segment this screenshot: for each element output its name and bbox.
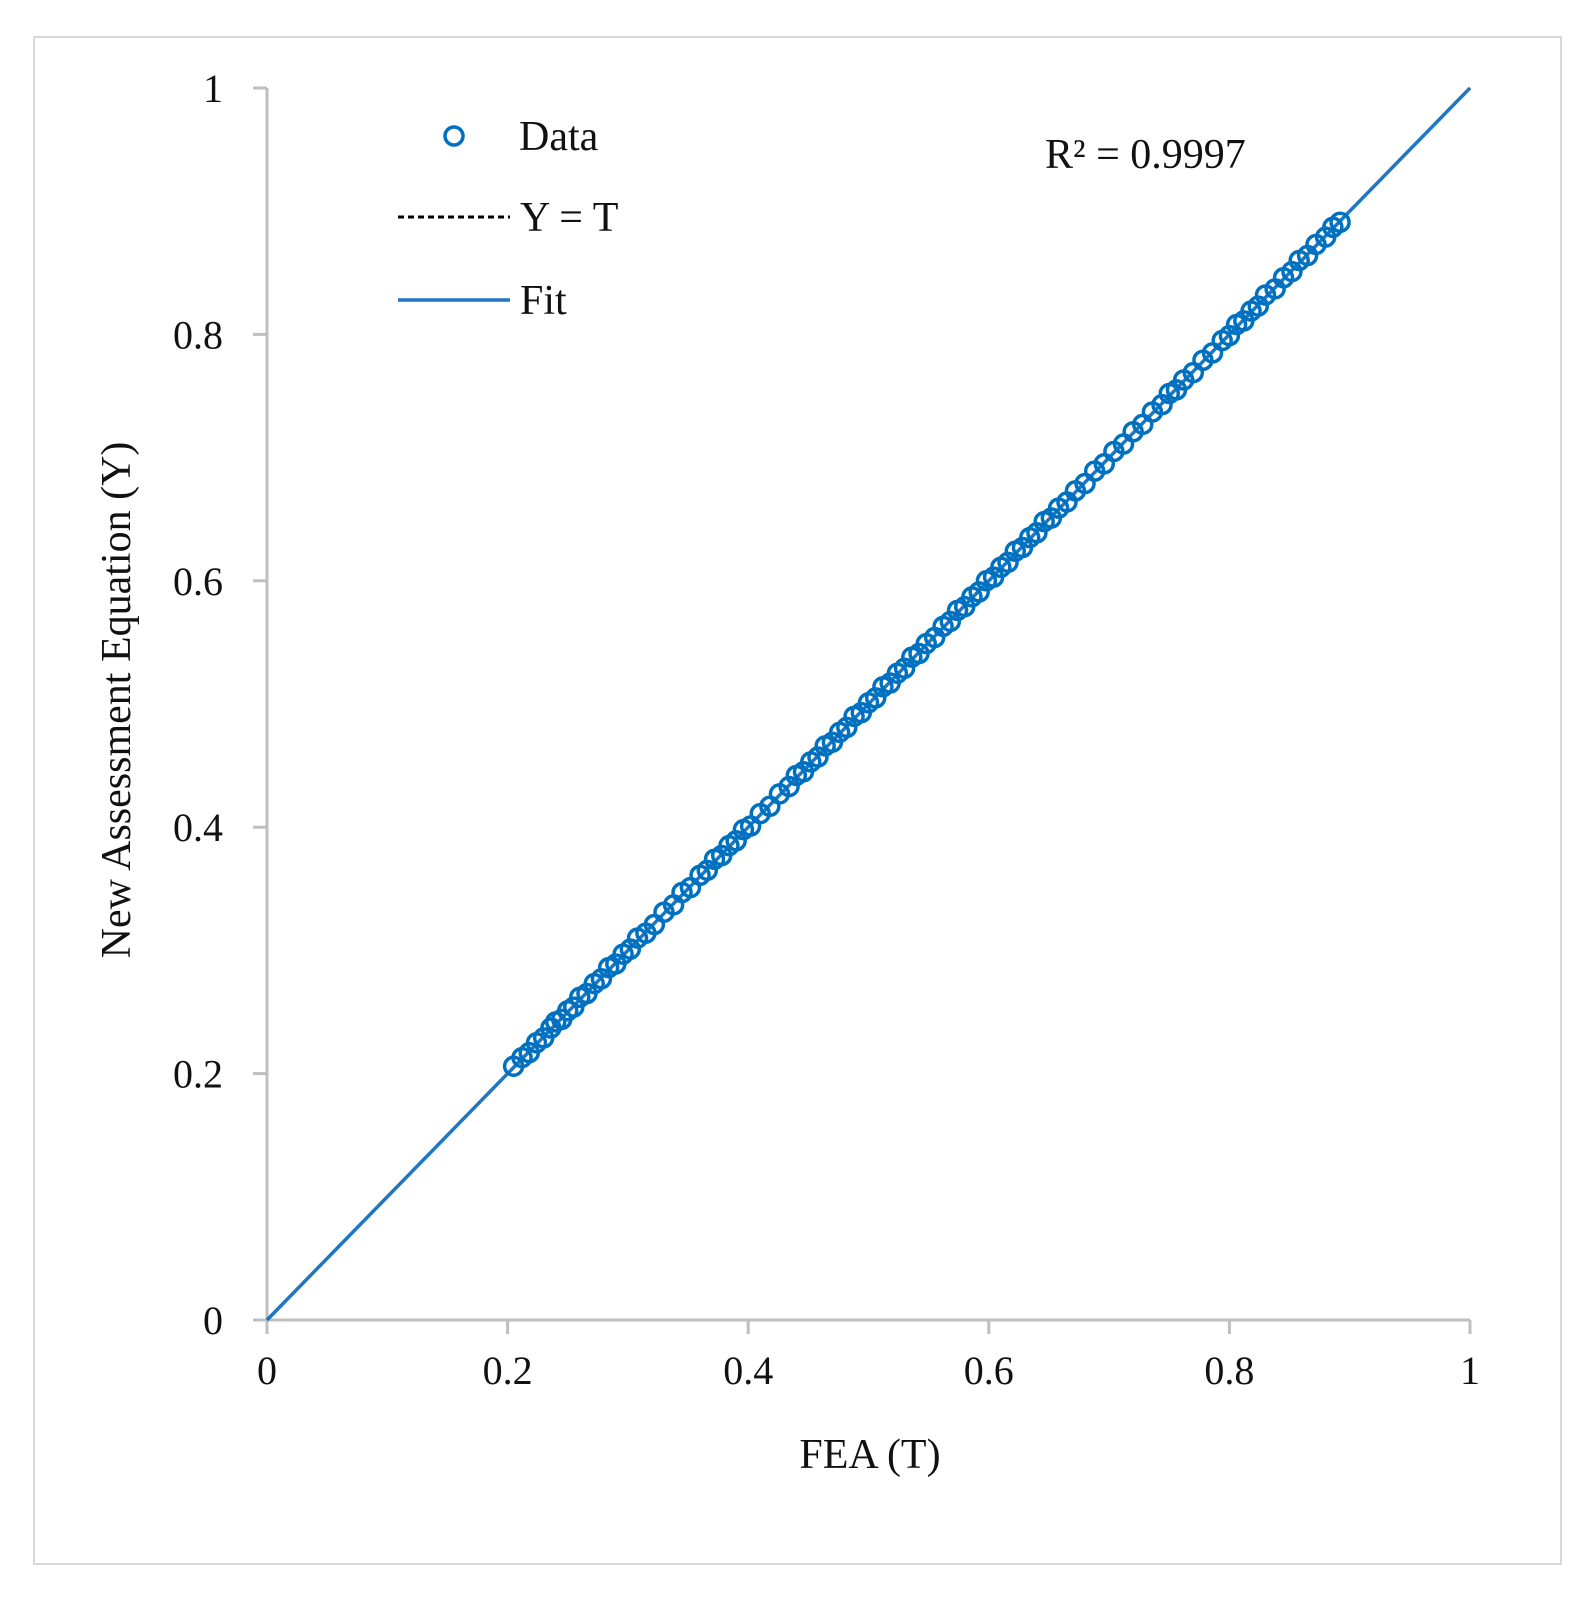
r-squared-annotation: R² = 0.9997 bbox=[1045, 132, 1246, 178]
data-points bbox=[502, 211, 1351, 1077]
legend: Data Y = T Fit bbox=[398, 114, 618, 324]
legend-fit-label: Fit bbox=[520, 278, 567, 324]
y-tick-label: 0.8 bbox=[173, 312, 223, 357]
y-tick-label: 0.4 bbox=[173, 805, 223, 850]
x-tick-label: 0 bbox=[257, 1348, 277, 1393]
x-tick-label: 1 bbox=[1460, 1348, 1480, 1393]
x-tick-label: 0.4 bbox=[723, 1348, 773, 1393]
legend-data-marker bbox=[443, 125, 465, 147]
chart-frame bbox=[33, 36, 1562, 1565]
axes bbox=[253, 86, 1472, 1334]
y-tick-label: 1 bbox=[203, 66, 223, 111]
x-tick-label: 0.2 bbox=[483, 1348, 533, 1393]
data-point bbox=[1329, 211, 1351, 234]
legend-data-label: Data bbox=[519, 114, 599, 160]
y-tick-label: 0.2 bbox=[173, 1052, 223, 1097]
x-tick-label: 0.8 bbox=[1204, 1348, 1254, 1393]
x-tick-label: 0.6 bbox=[964, 1348, 1014, 1393]
y-tick-label: 0 bbox=[203, 1298, 223, 1343]
y-tick-label: 0.6 bbox=[173, 559, 223, 604]
tick-labels: 0 0.2 0.4 0.6 0.8 1 0 0.2 0.4 0.6 0.8 1 bbox=[173, 66, 1480, 1393]
legend-reference-label: Y = T bbox=[520, 195, 618, 241]
x-axis-title: FEA (T) bbox=[799, 1432, 940, 1478]
y-axis-title: New Assessment Equation (Y) bbox=[94, 442, 140, 959]
